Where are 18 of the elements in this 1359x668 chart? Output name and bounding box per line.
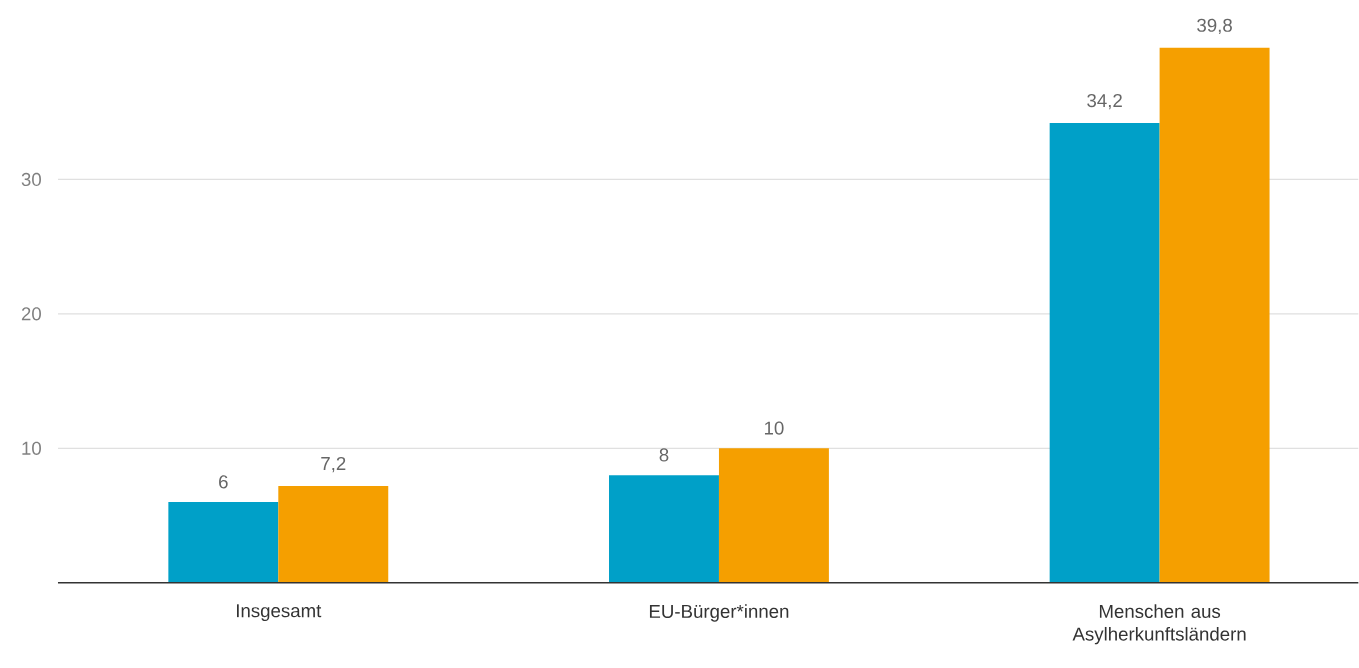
bar bbox=[168, 502, 279, 583]
bar bbox=[718, 448, 829, 583]
data-label: 39,8 bbox=[1197, 18, 1232, 35]
data-label: 34,2 bbox=[1087, 94, 1122, 110]
data-label: 6 bbox=[219, 475, 228, 489]
data-label: 8 bbox=[659, 448, 669, 462]
y-tick-label: 30 bbox=[21, 172, 41, 187]
data-label: 7,2 bbox=[321, 457, 346, 473]
x-tick-label: Menschen aus Asylherkunftsländern bbox=[1072, 604, 1246, 645]
bar bbox=[1159, 47, 1270, 583]
data-label: 10 bbox=[764, 421, 784, 435]
bar bbox=[609, 475, 719, 583]
y-tick-label: 10 bbox=[22, 441, 41, 456]
x-tick-label: Insgesamt bbox=[236, 604, 322, 622]
bar bbox=[278, 486, 389, 583]
bar bbox=[1049, 123, 1160, 583]
y-tick-label: 20 bbox=[21, 307, 41, 321]
x-tick-label: EU-Bürger*innen bbox=[649, 604, 789, 622]
